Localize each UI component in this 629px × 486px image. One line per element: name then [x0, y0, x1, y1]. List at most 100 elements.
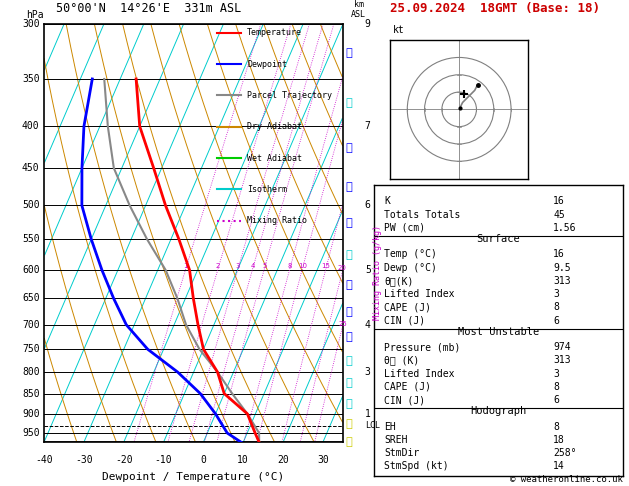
Text: © weatheronline.co.uk: © weatheronline.co.uk	[510, 474, 623, 484]
Text: Most Unstable: Most Unstable	[458, 327, 539, 337]
Text: EH: EH	[384, 422, 396, 432]
Text: 950: 950	[22, 428, 40, 438]
Text: Surface: Surface	[477, 234, 520, 244]
Text: ⪧: ⪧	[346, 143, 352, 153]
Point	[202, 155, 209, 161]
Text: 14: 14	[553, 462, 565, 471]
Text: Dewpoint: Dewpoint	[247, 59, 287, 69]
Text: StmSpd (kt): StmSpd (kt)	[384, 462, 449, 471]
Text: 6: 6	[553, 316, 559, 326]
Text: CAPE (J): CAPE (J)	[384, 382, 431, 392]
Text: CAPE (J): CAPE (J)	[384, 302, 431, 312]
Text: 3: 3	[236, 263, 240, 269]
Text: 1.56: 1.56	[553, 223, 577, 233]
Text: ⪧: ⪧	[346, 418, 352, 429]
Text: 800: 800	[22, 367, 40, 377]
Text: 3: 3	[365, 367, 370, 377]
Text: Pressure (mb): Pressure (mb)	[384, 342, 460, 352]
Text: 974: 974	[553, 342, 571, 352]
Text: Lifted Index: Lifted Index	[384, 369, 455, 379]
Text: 6: 6	[365, 200, 370, 210]
Text: 3: 3	[553, 369, 559, 379]
Point	[203, 218, 210, 224]
Text: ⪧: ⪧	[346, 250, 352, 260]
Text: Mixing Ratio (g/kg): Mixing Ratio (g/kg)	[373, 225, 382, 320]
Text: 258°: 258°	[553, 448, 577, 458]
Point	[203, 30, 210, 35]
Text: 15: 15	[321, 263, 330, 269]
Text: 1: 1	[365, 409, 370, 419]
Point	[202, 92, 209, 98]
Text: 5: 5	[262, 263, 267, 269]
Text: ⪧: ⪧	[346, 48, 352, 58]
Text: ⪧: ⪧	[346, 332, 352, 342]
Text: 300: 300	[22, 19, 40, 29]
Text: 7: 7	[365, 122, 370, 131]
Text: LCL: LCL	[365, 421, 380, 430]
Text: 50°00'N  14°26'E  331m ASL: 50°00'N 14°26'E 331m ASL	[56, 1, 242, 15]
Text: 850: 850	[22, 389, 40, 399]
Point	[202, 187, 209, 192]
Text: Dewpoint / Temperature (°C): Dewpoint / Temperature (°C)	[103, 471, 284, 482]
Text: 750: 750	[22, 344, 40, 354]
Text: SREH: SREH	[384, 435, 408, 445]
Text: Temp (°C): Temp (°C)	[384, 249, 437, 260]
Text: 16: 16	[553, 249, 565, 260]
Point	[203, 61, 210, 67]
Text: 20: 20	[277, 455, 289, 465]
Text: 45: 45	[553, 209, 565, 220]
Text: 650: 650	[22, 294, 40, 303]
Text: Lifted Index: Lifted Index	[384, 289, 455, 299]
Point	[202, 61, 209, 67]
Text: 500: 500	[22, 200, 40, 210]
Text: -30: -30	[75, 455, 92, 465]
Text: 30: 30	[317, 455, 329, 465]
Text: Dry Adiabat: Dry Adiabat	[247, 122, 302, 131]
Text: 700: 700	[22, 320, 40, 330]
Text: 8: 8	[553, 382, 559, 392]
Text: 8: 8	[287, 263, 292, 269]
Text: K: K	[384, 196, 390, 207]
Text: ⪧: ⪧	[346, 279, 352, 290]
Text: θᴄ (K): θᴄ (K)	[384, 355, 420, 365]
Text: Parcel Trajectory: Parcel Trajectory	[247, 91, 332, 100]
Point	[202, 124, 209, 130]
Text: ⪧: ⪧	[346, 437, 352, 447]
Text: hPa: hPa	[26, 10, 44, 20]
Point	[203, 124, 210, 130]
Point	[203, 92, 210, 98]
Text: 10: 10	[298, 263, 307, 269]
Text: Temperature: Temperature	[247, 28, 302, 37]
Text: ⪧: ⪧	[346, 399, 352, 409]
Text: 0: 0	[201, 455, 206, 465]
Text: ⪧: ⪧	[346, 378, 352, 388]
Text: -40: -40	[35, 455, 53, 465]
Text: 18: 18	[553, 435, 565, 445]
Text: 350: 350	[22, 74, 40, 84]
Text: PW (cm): PW (cm)	[384, 223, 425, 233]
Point	[202, 218, 209, 224]
Text: 8: 8	[553, 422, 559, 432]
Text: 10: 10	[237, 455, 249, 465]
Text: 4: 4	[365, 320, 370, 330]
Text: 550: 550	[22, 234, 40, 244]
Text: 900: 900	[22, 409, 40, 419]
Text: 6: 6	[553, 395, 559, 405]
Text: θᴄ(K): θᴄ(K)	[384, 276, 414, 286]
Text: -10: -10	[155, 455, 172, 465]
Text: Dewp (°C): Dewp (°C)	[384, 262, 437, 273]
Text: 3: 3	[553, 289, 559, 299]
Text: ⪧: ⪧	[346, 218, 352, 228]
Point	[203, 155, 210, 161]
Text: ⪧: ⪧	[346, 307, 352, 317]
Text: Isotherm: Isotherm	[247, 185, 287, 194]
Point	[203, 187, 210, 192]
Text: ⪧: ⪧	[346, 356, 352, 366]
Text: 600: 600	[22, 265, 40, 275]
Text: 313: 313	[553, 276, 571, 286]
Point	[202, 30, 209, 35]
Text: 9: 9	[365, 19, 370, 29]
Text: 313: 313	[553, 355, 571, 365]
Text: km
ASL: km ASL	[351, 0, 366, 19]
Text: 9.5: 9.5	[553, 262, 571, 273]
